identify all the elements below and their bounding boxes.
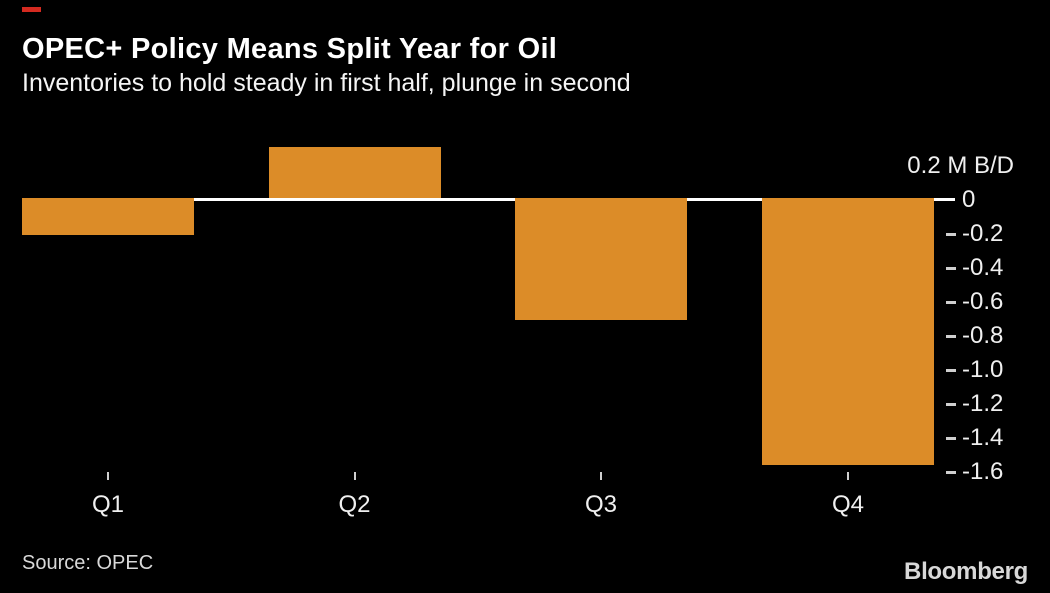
- x-tick-mark: [847, 472, 849, 480]
- zero-line: [22, 198, 955, 201]
- bloomberg-logo: Bloomberg: [904, 558, 1028, 585]
- x-tick-mark: [107, 472, 109, 480]
- y-tick-label: -1.6: [962, 458, 1004, 485]
- y-tick-label: -1.0: [962, 356, 1004, 383]
- y-tick-label: -1.2: [962, 390, 1004, 417]
- y-axis-unit-label: 0.2 M B/D: [907, 152, 1014, 179]
- chart-subtitle: Inventories to hold steady in first half…: [22, 69, 631, 97]
- y-tick-label: -0.8: [962, 322, 1004, 349]
- y-tick-mark: [946, 301, 956, 304]
- y-tick-label: -1.4: [962, 424, 1004, 451]
- y-tick-mark: [946, 267, 956, 270]
- bar-q4: [762, 198, 934, 465]
- x-tick-label-q4: Q4: [831, 491, 864, 518]
- x-tick-mark: [600, 472, 602, 480]
- chart-title: OPEC+ Policy Means Split Year for Oil: [22, 33, 558, 65]
- x-tick-label-q2: Q2: [338, 491, 371, 518]
- red-accent-dash: [22, 7, 41, 12]
- bar-q1: [22, 198, 194, 235]
- y-tick-label: -0.4: [962, 254, 1004, 281]
- y-tick-mark: [946, 437, 956, 440]
- bar-q2: [268, 147, 441, 198]
- y-tick-mark: [946, 471, 956, 474]
- x-tick-label-q3: Q3: [584, 491, 617, 518]
- y-tick-mark: [946, 233, 956, 236]
- y-tick-label: -0.2: [962, 220, 1004, 247]
- y-tick-mark: [946, 335, 956, 338]
- bar-q3: [515, 198, 687, 320]
- x-tick-mark: [353, 472, 356, 480]
- y-tick-mark: [946, 403, 956, 406]
- y-tick-label: 0: [962, 186, 976, 213]
- y-tick-label: -0.6: [962, 288, 1004, 315]
- x-tick-label-q1: Q1: [91, 491, 124, 518]
- y-tick-mark: [946, 369, 956, 372]
- source-label: Source: OPEC: [22, 552, 154, 574]
